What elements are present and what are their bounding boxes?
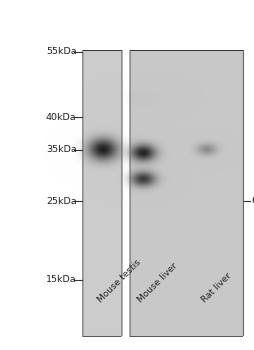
Text: 55kDa: 55kDa — [46, 47, 76, 56]
Text: 15kDa: 15kDa — [46, 275, 76, 285]
Text: Mouse testis: Mouse testis — [96, 258, 142, 304]
Text: Rat liver: Rat liver — [199, 271, 232, 304]
Text: 40kDa: 40kDa — [46, 113, 76, 122]
Text: CRISP2: CRISP2 — [250, 196, 254, 206]
Text: Mouse liver: Mouse liver — [136, 261, 179, 304]
Text: 25kDa: 25kDa — [46, 197, 76, 206]
Text: 35kDa: 35kDa — [45, 145, 76, 154]
